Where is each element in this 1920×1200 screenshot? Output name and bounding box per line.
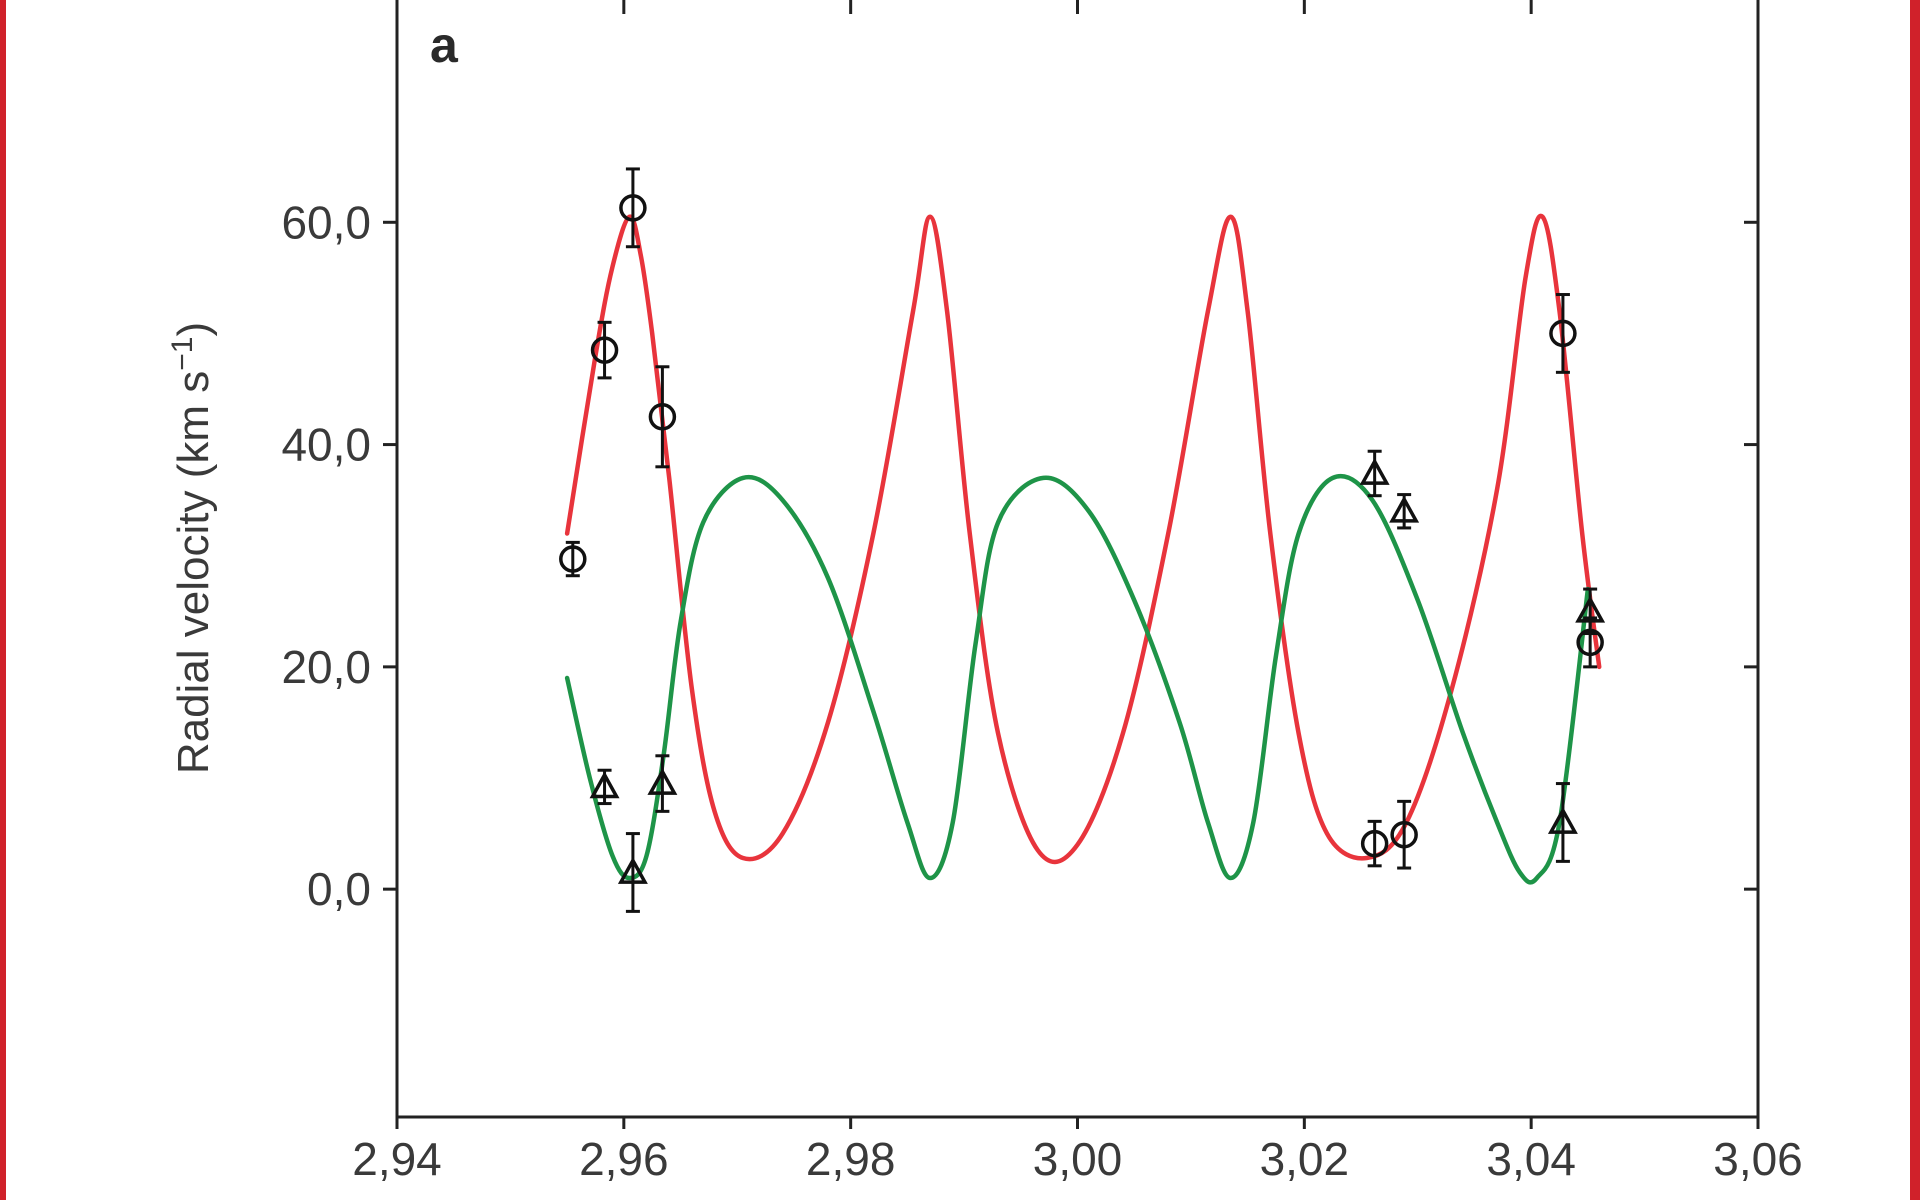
x-tick-label: 3,02 bbox=[1260, 1133, 1350, 1185]
y-tick-label: 20,0 bbox=[281, 641, 371, 693]
circle-marker bbox=[1390, 820, 1418, 849]
circle-marker bbox=[559, 545, 587, 573]
right-frame-border bbox=[1910, 0, 1920, 1200]
triangle-marker bbox=[1575, 595, 1606, 623]
circle-marker bbox=[590, 336, 619, 364]
y-tick-label: 40,0 bbox=[281, 419, 371, 471]
data-point-triangle bbox=[1359, 449, 1390, 498]
x-tick-label: 2,96 bbox=[579, 1133, 669, 1185]
y-tick-label: 60,0 bbox=[281, 196, 371, 248]
y-axis-title: Radial velocity (km s−1) bbox=[166, 322, 219, 774]
triangle-marker bbox=[1359, 457, 1390, 485]
data-point-triangle bbox=[1389, 493, 1420, 530]
x-tick-label: 2,98 bbox=[806, 1133, 896, 1185]
circle-marker bbox=[648, 403, 677, 431]
triangle-marker bbox=[1389, 495, 1420, 523]
data-point-triangle bbox=[647, 754, 678, 813]
left-frame-border bbox=[0, 0, 6, 1200]
data-point-circle bbox=[648, 365, 677, 469]
triangle-marker bbox=[617, 856, 648, 884]
x-tick-label: 3,06 bbox=[1713, 1133, 1803, 1185]
model-curve-green bbox=[564, 473, 1591, 885]
plot-area: 2,94 2,96 2,98 3,00 3,02 3,04 3,06 0,0 20,0 40,0 6… bbox=[281, 0, 1803, 1185]
circle-marker bbox=[1360, 829, 1389, 858]
panel-label: a bbox=[430, 17, 459, 73]
data-point-triangle bbox=[617, 832, 648, 913]
y-tick-label: 0,0 bbox=[307, 863, 371, 915]
data-point-triangle bbox=[589, 768, 620, 806]
data-point-triangle bbox=[1575, 587, 1606, 636]
x-tick-label: 2,94 bbox=[352, 1133, 442, 1185]
x-tick-label: 3,00 bbox=[1033, 1133, 1123, 1185]
data-point-circle bbox=[559, 540, 587, 578]
data-point-circle bbox=[1360, 819, 1389, 868]
data-point-triangle bbox=[1547, 782, 1578, 863]
data-point-circle bbox=[590, 320, 619, 380]
data-point-circle bbox=[1549, 293, 1577, 374]
data-point-circle bbox=[1390, 799, 1418, 870]
model-curve-red bbox=[564, 213, 1602, 865]
triangle-marker bbox=[647, 767, 678, 795]
circle-marker bbox=[1549, 319, 1577, 348]
triangle-marker bbox=[589, 771, 620, 799]
triangle-marker bbox=[1547, 806, 1578, 834]
x-tick-label: 3,04 bbox=[1486, 1133, 1576, 1185]
circle-marker bbox=[619, 194, 647, 222]
data-point-circle bbox=[619, 167, 647, 249]
